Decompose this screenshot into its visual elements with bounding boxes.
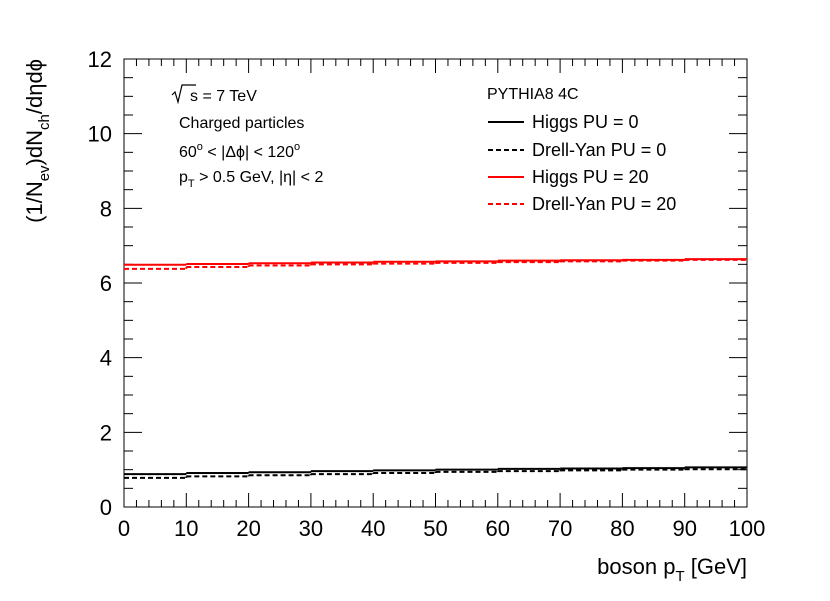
axis-tick-labels: 0 10 20 30 40 50 60 70 80 90 100 0 2 4 6 8 10 12 [88,47,766,541]
x-tick-label: 10 [174,516,198,541]
legend-entries: Higgs PU = 0 Drell-Yan PU = 0 Higgs PU = 2… [488,112,676,214]
series-3 [124,258,747,270]
y-tick-label: 6 [100,271,112,296]
y-tick-label: 10 [88,122,112,147]
x-tick-label: 60 [486,516,510,541]
axis-ticks [123,58,748,508]
annotation-pt-cut: pT > 0.5 GeV, |η| < 2 [179,169,323,190]
x-tick-label: 40 [361,516,385,541]
y-axis-title: (1/Nev)dNch/dηdϕ [22,59,53,223]
x-axis-title: boson pT [GeV] [597,554,747,585]
legend-label: Drell-Yan PU = 0 [532,140,666,160]
x-tick-label: 30 [299,516,323,541]
series-0 [124,466,747,476]
x-tick-label: 50 [423,516,447,541]
y-tick-label: 2 [100,420,112,445]
y-tick-label: 12 [88,47,112,72]
y-tick-label: 4 [100,346,112,371]
x-tick-label: 90 [672,516,696,541]
annotation-block: s = 7 TeV Charged particles 60o < |Δϕ| <… [171,84,323,190]
x-tick-label: 20 [236,516,260,541]
annotation-dphi: 60o < |Δϕ| < 120o [179,141,300,161]
x-tick-label: 0 [118,516,130,541]
y-tick-label: 8 [100,196,112,221]
x-tick-label: 80 [610,516,634,541]
legend-label: Drell-Yan PU = 20 [532,194,676,214]
annotation-charged: Charged particles [179,115,304,132]
legend-label: Higgs PU = 20 [532,167,649,187]
x-tick-label: 100 [729,516,766,541]
x-tick-label: 70 [548,516,572,541]
sqrt-symbol [171,84,196,105]
legend-title: PYTHIA8 4C [487,86,579,103]
annotation-sqrt-s: s = 7 TeV [190,88,257,105]
series-layer [124,258,747,479]
y-tick-label: 0 [100,495,112,520]
series-1 [124,468,747,479]
legend-label: Higgs PU = 0 [532,112,639,132]
